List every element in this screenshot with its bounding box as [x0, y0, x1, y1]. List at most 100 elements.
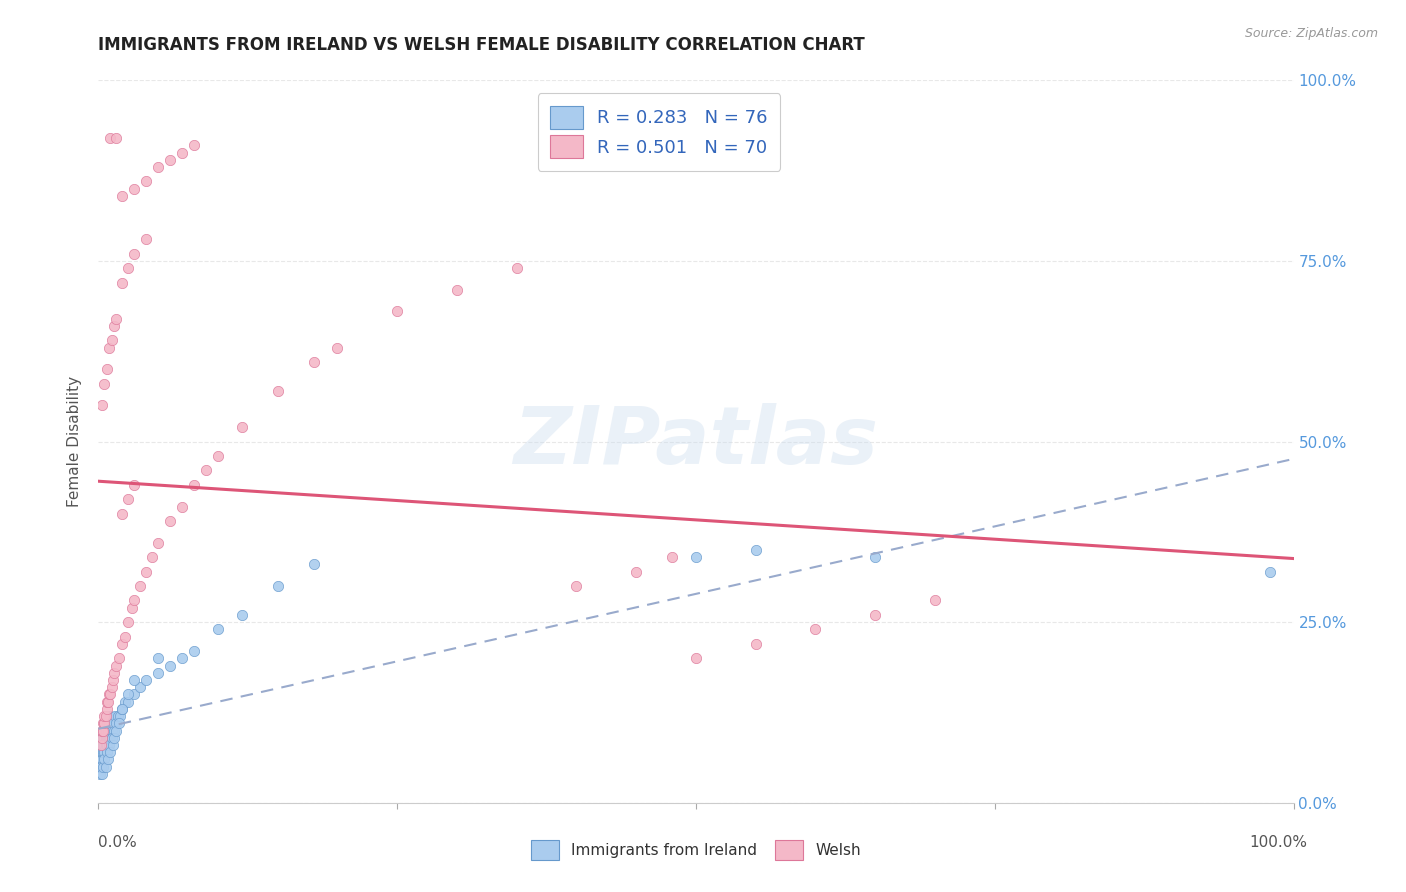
Point: [93, 376, 115, 391]
Point: [91, 398, 114, 412]
Point: [326, 341, 349, 355]
Point: [135, 174, 157, 188]
Point: [96, 702, 118, 716]
Point: [93, 716, 115, 731]
Point: [745, 542, 768, 557]
Point: [207, 623, 229, 637]
Point: [231, 607, 253, 622]
Point: [96, 738, 118, 752]
Point: [124, 593, 146, 607]
Point: [107, 651, 129, 665]
Point: [103, 665, 125, 680]
Point: [114, 695, 136, 709]
Point: [172, 145, 194, 160]
Point: [107, 709, 129, 723]
Point: [446, 283, 468, 297]
Point: [91, 767, 114, 781]
Point: [267, 384, 290, 398]
Point: [97, 731, 120, 745]
Point: [89, 738, 111, 752]
Text: IMMIGRANTS FROM IRELAND VS WELSH FEMALE DISABILITY CORRELATION CHART: IMMIGRANTS FROM IRELAND VS WELSH FEMALE …: [98, 36, 865, 54]
Point: [105, 716, 128, 731]
Point: [103, 318, 125, 333]
Point: [103, 723, 125, 738]
Point: [100, 680, 122, 694]
Point: [91, 731, 114, 745]
Point: [685, 651, 707, 665]
Point: [97, 695, 120, 709]
Point: [91, 723, 114, 738]
Point: [117, 261, 139, 276]
Point: [90, 738, 112, 752]
Point: [865, 607, 887, 622]
Point: [90, 745, 112, 759]
Point: [148, 160, 170, 174]
Y-axis label: Female Disability: Female Disability: [67, 376, 83, 508]
Point: [90, 760, 112, 774]
Point: [90, 752, 112, 766]
Point: [91, 716, 114, 731]
Point: [105, 658, 128, 673]
Point: [94, 709, 117, 723]
Point: [685, 550, 707, 565]
Point: [108, 709, 131, 723]
Point: [91, 731, 114, 745]
Point: [124, 478, 146, 492]
Point: [183, 138, 205, 153]
Point: [141, 550, 163, 565]
Point: [121, 600, 143, 615]
Point: [96, 731, 118, 745]
Point: [96, 695, 118, 709]
Text: 0.0%: 0.0%: [98, 836, 138, 850]
Point: [101, 673, 124, 687]
Point: [159, 514, 181, 528]
Point: [111, 702, 134, 716]
Point: [302, 355, 325, 369]
Point: [111, 507, 134, 521]
Point: [129, 680, 152, 694]
Point: [865, 550, 887, 565]
Point: [117, 695, 139, 709]
Point: [124, 182, 146, 196]
Point: [98, 709, 122, 723]
Point: [98, 687, 122, 701]
Point: [93, 709, 115, 723]
Point: [97, 752, 120, 766]
Point: [91, 745, 114, 759]
Point: [111, 189, 134, 203]
Point: [148, 665, 170, 680]
Point: [98, 341, 121, 355]
Point: [183, 478, 205, 492]
Legend: Immigrants from Ireland, Welsh: Immigrants from Ireland, Welsh: [523, 832, 869, 867]
Point: [101, 716, 124, 731]
Point: [302, 558, 325, 572]
Point: [159, 658, 181, 673]
Point: [148, 535, 170, 549]
Point: [96, 745, 118, 759]
Point: [111, 276, 134, 290]
Point: [96, 362, 118, 376]
Point: [94, 723, 117, 738]
Point: [89, 745, 111, 759]
Point: [91, 760, 114, 774]
Point: [100, 334, 122, 348]
Point: [105, 311, 128, 326]
Point: [96, 716, 118, 731]
Point: [98, 731, 121, 745]
Point: [385, 304, 409, 318]
Point: [90, 760, 112, 774]
Point: [924, 593, 946, 607]
Point: [135, 565, 157, 579]
Point: [91, 745, 114, 759]
Point: [93, 716, 115, 731]
Point: [107, 716, 129, 731]
Point: [104, 709, 127, 723]
Point: [117, 687, 139, 701]
Text: Source: ZipAtlas.com: Source: ZipAtlas.com: [1244, 27, 1378, 40]
Point: [207, 449, 229, 463]
Point: [89, 767, 111, 781]
Point: [183, 644, 205, 658]
Point: [129, 579, 152, 593]
Point: [159, 153, 181, 167]
Point: [93, 738, 115, 752]
